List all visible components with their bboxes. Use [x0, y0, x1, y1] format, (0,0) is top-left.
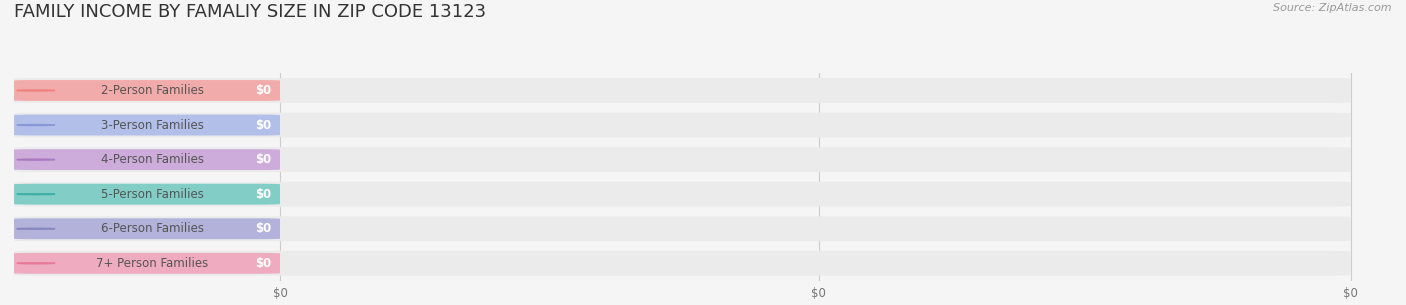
Text: Source: ZipAtlas.com: Source: ZipAtlas.com [1274, 3, 1392, 13]
Circle shape [17, 194, 55, 195]
FancyBboxPatch shape [14, 149, 280, 170]
FancyBboxPatch shape [14, 216, 1351, 241]
FancyBboxPatch shape [14, 113, 1351, 138]
Text: 2-Person Families: 2-Person Families [101, 84, 204, 97]
FancyBboxPatch shape [14, 115, 280, 135]
Circle shape [17, 124, 55, 126]
Text: $0: $0 [273, 287, 287, 300]
FancyBboxPatch shape [14, 78, 1351, 103]
FancyBboxPatch shape [14, 253, 280, 274]
Text: $0: $0 [256, 188, 271, 201]
Text: 3-Person Families: 3-Person Families [101, 119, 204, 131]
Text: $0: $0 [256, 153, 271, 166]
Circle shape [17, 228, 55, 229]
FancyBboxPatch shape [14, 80, 280, 101]
FancyBboxPatch shape [14, 251, 1351, 276]
Text: FAMILY INCOME BY FAMALIY SIZE IN ZIP CODE 13123: FAMILY INCOME BY FAMALIY SIZE IN ZIP COD… [14, 3, 486, 21]
Text: $0: $0 [256, 257, 271, 270]
Text: 6-Person Families: 6-Person Families [101, 222, 204, 235]
FancyBboxPatch shape [14, 218, 280, 239]
Text: $0: $0 [811, 287, 827, 300]
Circle shape [17, 263, 55, 264]
FancyBboxPatch shape [14, 147, 1351, 172]
Circle shape [17, 90, 55, 91]
Text: $0: $0 [256, 84, 271, 97]
Circle shape [17, 159, 55, 160]
Text: $0: $0 [256, 222, 271, 235]
FancyBboxPatch shape [14, 184, 280, 205]
Text: $0: $0 [1343, 287, 1358, 300]
Text: $0: $0 [256, 119, 271, 131]
FancyBboxPatch shape [14, 182, 1351, 206]
Text: 4-Person Families: 4-Person Families [101, 153, 204, 166]
Text: 7+ Person Families: 7+ Person Families [96, 257, 208, 270]
Text: 5-Person Families: 5-Person Families [101, 188, 204, 201]
